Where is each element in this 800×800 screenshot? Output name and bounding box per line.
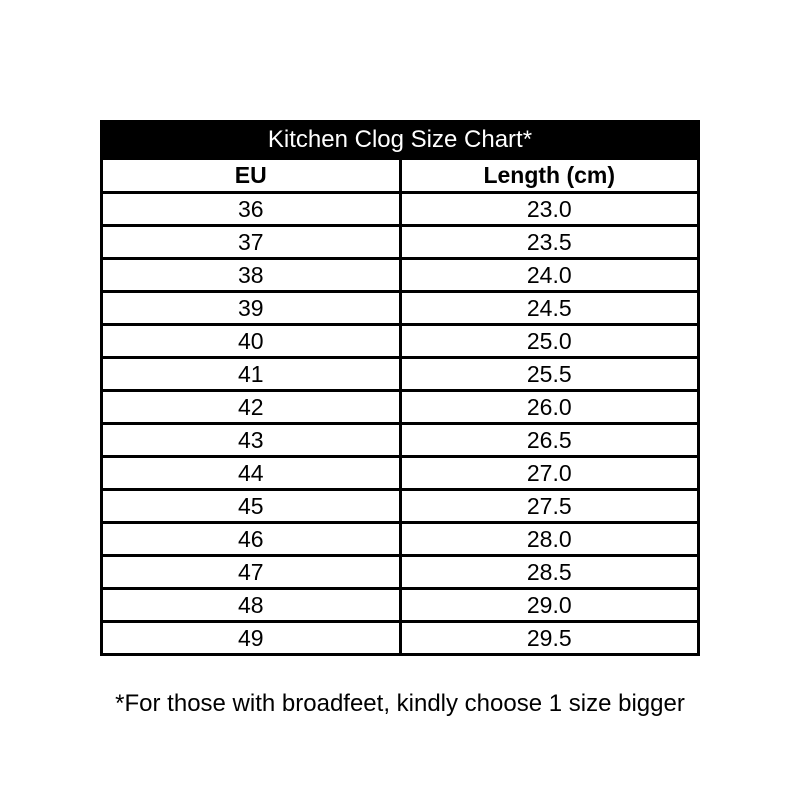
length-cm-cell: 23.5 <box>398 224 700 260</box>
length-cm-cell: 23.0 <box>398 191 700 227</box>
table-row: 40 25.0 <box>100 323 700 359</box>
column-header-eu: EU <box>100 157 402 194</box>
footnote: *For those with broadfeet, kindly choose… <box>115 690 685 717</box>
eu-size-cell: 41 <box>100 356 402 392</box>
table-row: 45 27.5 <box>100 488 700 524</box>
length-cm-cell: 27.5 <box>398 488 700 524</box>
eu-size-cell: 48 <box>100 587 402 623</box>
length-cm-cell: 26.5 <box>398 422 700 458</box>
length-cm-cell: 26.0 <box>398 389 700 425</box>
eu-size-cell: 47 <box>100 554 402 590</box>
length-cm-cell: 25.0 <box>398 323 700 359</box>
table-row: 39 24.5 <box>100 290 700 326</box>
table-row: 38 24.0 <box>100 257 700 293</box>
table-row: 37 23.5 <box>100 224 700 260</box>
length-cm-cell: 29.0 <box>398 587 700 623</box>
length-cm-cell: 27.0 <box>398 455 700 491</box>
eu-size-cell: 49 <box>100 620 402 656</box>
table-title: Kitchen Clog Size Chart* <box>100 120 700 160</box>
eu-size-cell: 44 <box>100 455 402 491</box>
eu-size-cell: 38 <box>100 257 402 293</box>
table-row: 44 27.0 <box>100 455 700 491</box>
table-row: 42 26.0 <box>100 389 700 425</box>
eu-size-cell: 39 <box>100 290 402 326</box>
eu-size-cell: 40 <box>100 323 402 359</box>
eu-size-cell: 46 <box>100 521 402 557</box>
table-row: 47 28.5 <box>100 554 700 590</box>
eu-size-cell: 37 <box>100 224 402 260</box>
table-row: 48 29.0 <box>100 587 700 623</box>
table-row: 46 28.0 <box>100 521 700 557</box>
length-cm-cell: 28.0 <box>398 521 700 557</box>
eu-size-cell: 43 <box>100 422 402 458</box>
size-chart-table: Kitchen Clog Size Chart* EU Length (cm) … <box>100 120 700 656</box>
column-header-length: Length (cm) <box>398 157 700 194</box>
length-cm-cell: 25.5 <box>398 356 700 392</box>
table-row: 41 25.5 <box>100 356 700 392</box>
table-row: 36 23.0 <box>100 191 700 227</box>
table-row: 49 29.5 <box>100 620 700 656</box>
length-cm-cell: 28.5 <box>398 554 700 590</box>
length-cm-cell: 24.5 <box>398 290 700 326</box>
eu-size-cell: 42 <box>100 389 402 425</box>
eu-size-cell: 36 <box>100 191 402 227</box>
title-row: Kitchen Clog Size Chart* <box>100 120 700 160</box>
length-cm-cell: 29.5 <box>398 620 700 656</box>
length-cm-cell: 24.0 <box>398 257 700 293</box>
column-header-row: EU Length (cm) <box>100 157 700 194</box>
table-row: 43 26.5 <box>100 422 700 458</box>
table-body: 36 23.0 37 23.5 38 24.0 39 24.5 40 25.0 41 25.5 42 26… <box>100 191 700 656</box>
eu-size-cell: 45 <box>100 488 402 524</box>
